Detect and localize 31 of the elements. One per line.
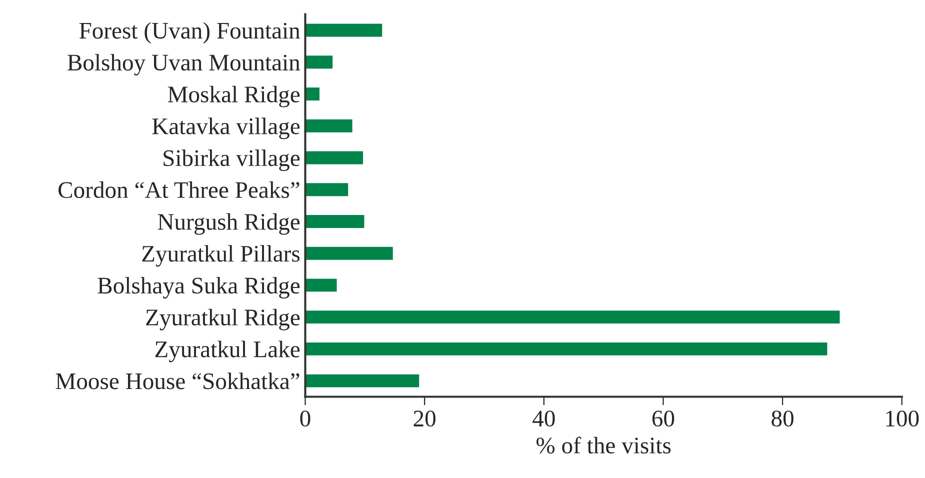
x-tick-label: 80 — [772, 410, 794, 427]
y-tick-label: Katavka village — [152, 118, 300, 140]
y-tick-label: Forest (Uvan) Fountain — [79, 22, 300, 44]
bar — [305, 22, 384, 38]
bar — [305, 245, 394, 262]
x-tick-label: 40 — [532, 410, 555, 427]
y-tick-label: Bolshoy Uvan Mountain — [68, 54, 300, 76]
bar — [305, 118, 354, 134]
bar — [305, 182, 350, 198]
y-tick-label: Moskal Ridge — [168, 86, 300, 108]
bar — [305, 150, 364, 166]
x-tick-label: 100 — [886, 410, 919, 427]
bar — [305, 54, 334, 70]
bar — [305, 309, 842, 325]
y-tick-label: Zyuratkul Ridge — [146, 308, 300, 330]
bar — [305, 372, 420, 389]
y-tick-label: Cordon “At Three Peaks” — [58, 181, 300, 198]
y-tick-label: Bolshaya Suka Ridge — [98, 277, 300, 298]
bar — [305, 86, 321, 102]
x-tick-label: 0 — [300, 410, 310, 427]
y-tick-label: Zyuratkul Pillars — [142, 245, 300, 267]
bar — [305, 341, 829, 357]
y-tick-label: Sibirka village — [164, 150, 300, 172]
y-tick-label: Nurgush Ridge — [158, 213, 300, 235]
y-tick-label: Moose House “Sokhatka” — [56, 372, 300, 390]
x-axis-title: % of the visits — [536, 436, 671, 454]
x-tick-label: 60 — [652, 410, 674, 427]
y-tick-label: Zyuratkul Lake — [155, 340, 300, 362]
bar — [305, 277, 338, 294]
bar — [305, 214, 366, 230]
x-tick-label: 20 — [414, 410, 436, 427]
